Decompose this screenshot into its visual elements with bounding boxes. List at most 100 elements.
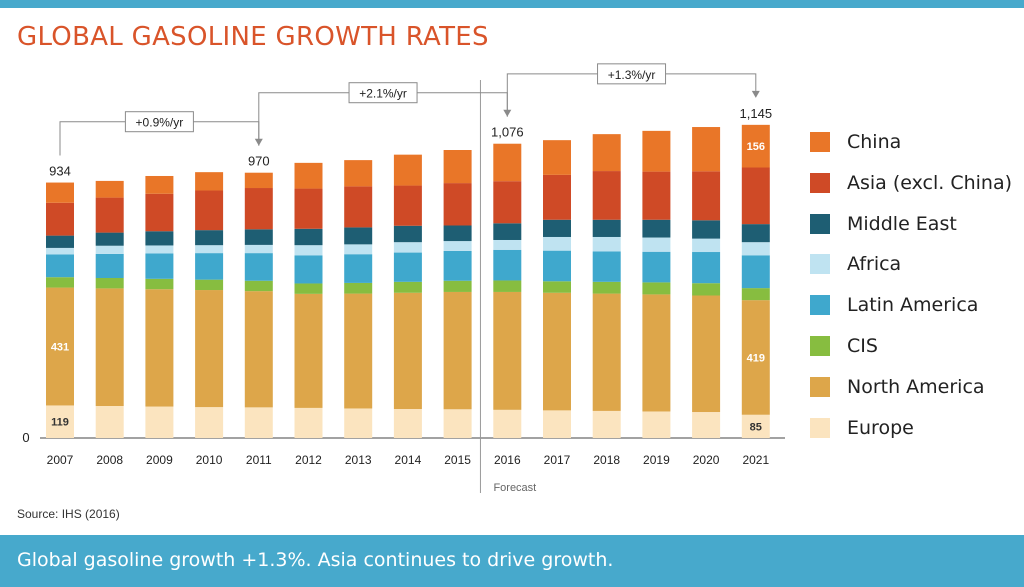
bar-segment-latin-america-2019 bbox=[642, 251, 671, 283]
bar-segment-middle-east-2021 bbox=[741, 224, 770, 243]
bar-segment-cis-2016 bbox=[493, 280, 522, 292]
bar-segment-africa-2017 bbox=[543, 236, 571, 251]
bar-segment-latin-america-2015 bbox=[443, 250, 472, 281]
bar-segment-latin-america-2013 bbox=[344, 254, 373, 283]
x-tick-label: 2011 bbox=[246, 453, 272, 467]
bar-segment-africa-2021 bbox=[741, 242, 770, 256]
stacked-bar-chart: 0 Forecast 119 431 2007 2008 2009 2010 2011 2012 2… bbox=[22, 63, 785, 494]
legend-swatch bbox=[810, 172, 830, 193]
bar-segment-north-america-2019 bbox=[642, 294, 671, 412]
bar-segment-north-america-2018 bbox=[592, 293, 621, 411]
x-tick-label: 2010 bbox=[196, 453, 223, 467]
bar-segment-middle-east-2020 bbox=[692, 220, 721, 239]
source-note: Source: IHS (2016) bbox=[17, 507, 120, 521]
legend-item-middle-east: Middle East bbox=[810, 212, 1020, 236]
data-label-2021: 419 bbox=[747, 352, 765, 364]
total-label-2016: 1,076 bbox=[491, 125, 524, 140]
bar-segment-europe-2018 bbox=[592, 410, 621, 438]
legend-item-asia-excl-china: Asia (excl. China) bbox=[810, 171, 1020, 195]
data-label-2021: 85 bbox=[750, 421, 762, 433]
legend-swatch bbox=[810, 132, 830, 152]
bar-segment-north-america-2020 bbox=[692, 295, 721, 413]
bar-segment-asia-excl-china-2014 bbox=[393, 185, 422, 226]
bar-segment-asia-excl-china-2013 bbox=[344, 186, 373, 228]
bar-segment-asia-excl-china-2007 bbox=[46, 202, 74, 236]
x-tick-label: 2009 bbox=[146, 453, 173, 467]
legend-item-africa: Africa bbox=[810, 252, 1020, 276]
bar-segment-europe-2011 bbox=[244, 407, 273, 438]
legend-label: Europe bbox=[847, 416, 914, 439]
bar-segment-middle-east-2015 bbox=[443, 225, 472, 242]
bar-segment-asia-excl-china-2021 bbox=[741, 167, 770, 225]
bar-segment-europe-2012 bbox=[294, 407, 323, 438]
legend-swatch bbox=[810, 213, 830, 234]
bar-segment-africa-2009 bbox=[145, 245, 174, 254]
legend-label: CIS bbox=[847, 335, 878, 357]
bar-segment-africa-2018 bbox=[592, 236, 621, 252]
legend-swatch bbox=[810, 336, 830, 356]
bar-segment-europe-2020 bbox=[692, 412, 721, 438]
bar-segment-china-2015 bbox=[443, 150, 472, 184]
bar-segment-africa-2008 bbox=[95, 245, 124, 254]
bar-segment-latin-america-2007 bbox=[46, 254, 74, 278]
bar-segment-africa-2014 bbox=[393, 242, 422, 253]
bar-segment-cis-2010 bbox=[195, 279, 224, 291]
bar-segment-china-2011 bbox=[244, 172, 273, 189]
growth-label-box-3 bbox=[597, 63, 667, 85]
bar-segment-north-america-2009 bbox=[145, 289, 174, 407]
bar-segment-cis-2020 bbox=[692, 283, 721, 296]
bar-segment-cis-2019 bbox=[642, 282, 671, 295]
bar-segment-north-america-2013 bbox=[344, 293, 373, 409]
bar-segment-middle-east-2011 bbox=[244, 229, 273, 245]
bar-segment-latin-america-2011 bbox=[244, 253, 273, 281]
legend-item-cis: CIS bbox=[810, 334, 1020, 358]
legend-swatch bbox=[810, 295, 830, 316]
growth-label-1: +0.9%/yr bbox=[136, 116, 184, 130]
top-accent-bar bbox=[0, 0, 1024, 8]
page-title: GLOBAL GASOLINE GROWTH RATES bbox=[17, 22, 489, 52]
bar-segment-middle-east-2017 bbox=[543, 219, 571, 237]
bar-segment-cis-2011 bbox=[244, 280, 273, 292]
x-tick-label: 2015 bbox=[444, 453, 471, 467]
x-tick-label: 2016 bbox=[494, 453, 521, 467]
bar-segment-africa-2020 bbox=[692, 238, 721, 253]
bar-segment-north-america-2011 bbox=[244, 291, 273, 408]
bar-segment-middle-east-2013 bbox=[344, 227, 373, 245]
bar-segment-africa-2015 bbox=[443, 241, 472, 251]
legend-swatch bbox=[810, 376, 830, 397]
bar-segment-africa-2011 bbox=[244, 244, 273, 254]
bar-segment-cis-2013 bbox=[344, 282, 373, 294]
bar-segment-cis-2008 bbox=[95, 278, 124, 289]
bar-segment-europe-2007 bbox=[46, 405, 74, 438]
x-tick-label: 2019 bbox=[643, 453, 670, 467]
bar-segment-north-america-2010 bbox=[195, 290, 224, 408]
bar-segment-asia-excl-china-2008 bbox=[95, 197, 124, 233]
bar-segment-north-america-2007 bbox=[46, 287, 74, 406]
footer-banner: Global gasoline growth +1.3%. Asia conti… bbox=[0, 535, 1024, 587]
bar-segment-middle-east-2014 bbox=[393, 225, 422, 243]
bar-segment-asia-excl-china-2020 bbox=[692, 171, 721, 221]
x-tick-label: 2013 bbox=[345, 453, 372, 467]
x-tick-label: 2020 bbox=[693, 453, 720, 467]
bar-segment-cis-2009 bbox=[145, 278, 174, 290]
bar-segment-china-2009 bbox=[145, 175, 174, 194]
forecast-label: Forecast bbox=[493, 482, 536, 494]
bar-segment-china-2020 bbox=[692, 127, 721, 172]
bar-segment-latin-america-2009 bbox=[145, 253, 174, 279]
bar-segment-latin-america-2017 bbox=[543, 250, 571, 282]
bar-segment-asia-excl-china-2019 bbox=[642, 171, 671, 220]
bar-segment-middle-east-2010 bbox=[195, 230, 224, 246]
legend-label: North America bbox=[847, 375, 985, 398]
bar-segment-north-america-2015 bbox=[443, 291, 472, 410]
total-label-2021: 1,145 bbox=[740, 106, 773, 121]
bar-segment-europe-2014 bbox=[393, 409, 422, 438]
bar-segment-china-2016 bbox=[493, 143, 522, 182]
bar-segment-china-2012 bbox=[294, 162, 323, 189]
bar-segment-asia-excl-china-2017 bbox=[543, 174, 571, 220]
bar-segment-asia-excl-china-2016 bbox=[493, 181, 522, 224]
data-label-2007: 431 bbox=[51, 342, 69, 354]
x-tick-label: 2007 bbox=[47, 453, 74, 467]
bar-segment-latin-america-2012 bbox=[294, 255, 323, 284]
bar-segment-cis-2014 bbox=[393, 281, 422, 293]
legend-item-north-america: North America bbox=[810, 375, 1020, 399]
